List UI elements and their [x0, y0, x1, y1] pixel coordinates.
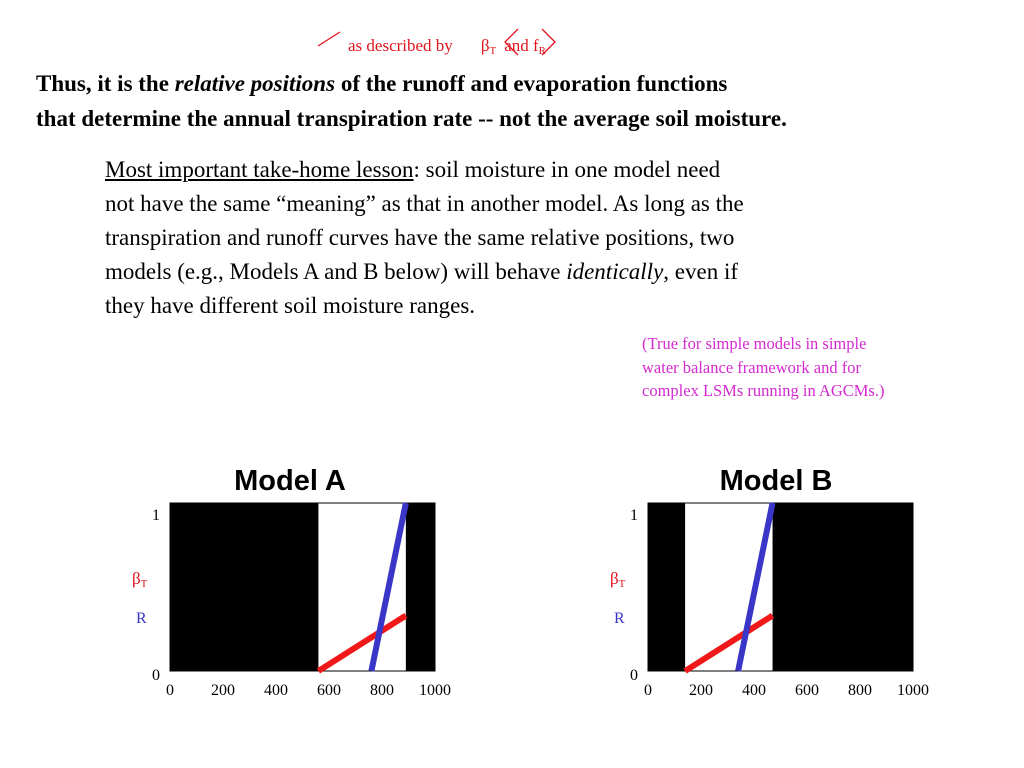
headline-line-1-start: Thus, it is the	[36, 71, 175, 96]
y-tick-label: 0	[152, 667, 160, 684]
lesson-emphasis: identically	[566, 259, 664, 284]
annotation-beta: β	[480, 36, 490, 55]
x-tick-label: 200	[211, 682, 235, 699]
black-region	[772, 503, 913, 671]
chart-title: Model B	[720, 465, 833, 497]
series-line-beta	[683, 613, 775, 674]
lesson-label: Most important take-home lesson	[105, 157, 414, 182]
headline-line-1: Thus, it is the relative positions of th…	[36, 66, 787, 101]
lesson-line-4-start: models (e.g., Models A and B below) will…	[105, 259, 567, 284]
annotation-prefix: as described by	[348, 36, 453, 55]
note-line-1: (True for simple models in simple	[642, 334, 867, 353]
series-line-beta	[316, 613, 408, 674]
lesson-line-1: : soil moisture in one model need	[413, 157, 721, 182]
headline-line-1-end: of the runoff and evaporation functions	[335, 71, 728, 96]
x-tick-label: 0	[166, 682, 174, 699]
headline-emphasis: relative positions	[174, 71, 336, 96]
x-tick-label: 1000	[419, 682, 451, 699]
lesson-line-4-end: , even if	[663, 259, 738, 284]
lesson-paragraph: Most important take-home lesson: soil mo…	[105, 153, 925, 323]
black-region	[170, 503, 319, 671]
side-note: (True for simple models in simple water …	[642, 332, 884, 403]
x-tick-label: 200	[689, 682, 713, 699]
y-tick-label: 1	[630, 507, 638, 524]
x-tick-label: 0	[644, 682, 652, 699]
annotation-bracket	[318, 28, 556, 56]
note-line-3: complex LSMs running in AGCMs.)	[642, 381, 885, 400]
lesson-line-3: transpiration and runoff curves have the…	[105, 225, 735, 250]
lesson-line-2: not have the same “meaning” as that in a…	[105, 191, 744, 216]
x-tick-label: 1000	[897, 682, 929, 699]
annotation: as described by βT and fR	[348, 36, 546, 57]
headline-line-2: that determine the annual transpiration …	[36, 106, 787, 131]
black-region	[648, 503, 686, 671]
y-label-r: R	[614, 610, 625, 627]
y-tick-label: 1	[152, 507, 160, 524]
y-label-r: R	[136, 610, 147, 627]
lesson-line-5: they have different soil moisture ranges…	[105, 293, 476, 318]
x-tick-label: 800	[370, 682, 394, 699]
y-tick-label: 0	[630, 667, 638, 684]
annotation-beta-sub: T	[489, 45, 497, 57]
x-tick-label: 800	[848, 682, 872, 699]
series-line-r	[368, 502, 409, 672]
chart-panel-a: Model A 0 200 400 600 800 1000 1 0 βT R	[132, 465, 451, 699]
chart-title: Model A	[234, 465, 346, 497]
x-tick-label: 400	[264, 682, 288, 699]
annotation-f-sub: R	[538, 45, 547, 57]
y-label-beta: βT	[610, 569, 626, 590]
annotation-and: and f	[504, 36, 539, 55]
black-region	[405, 503, 435, 671]
headline: Thus, it is the relative positions of th…	[36, 66, 787, 136]
x-tick-label: 400	[742, 682, 766, 699]
y-label-beta: βT	[132, 569, 148, 590]
chart-panel-b: Model B 0 200 400 600 800 1000 1 0 βT R	[610, 465, 929, 699]
series-line-r	[735, 502, 776, 672]
x-tick-label: 600	[795, 682, 819, 699]
note-line-2: water balance framework and for	[642, 357, 861, 377]
x-tick-label: 600	[317, 682, 341, 699]
